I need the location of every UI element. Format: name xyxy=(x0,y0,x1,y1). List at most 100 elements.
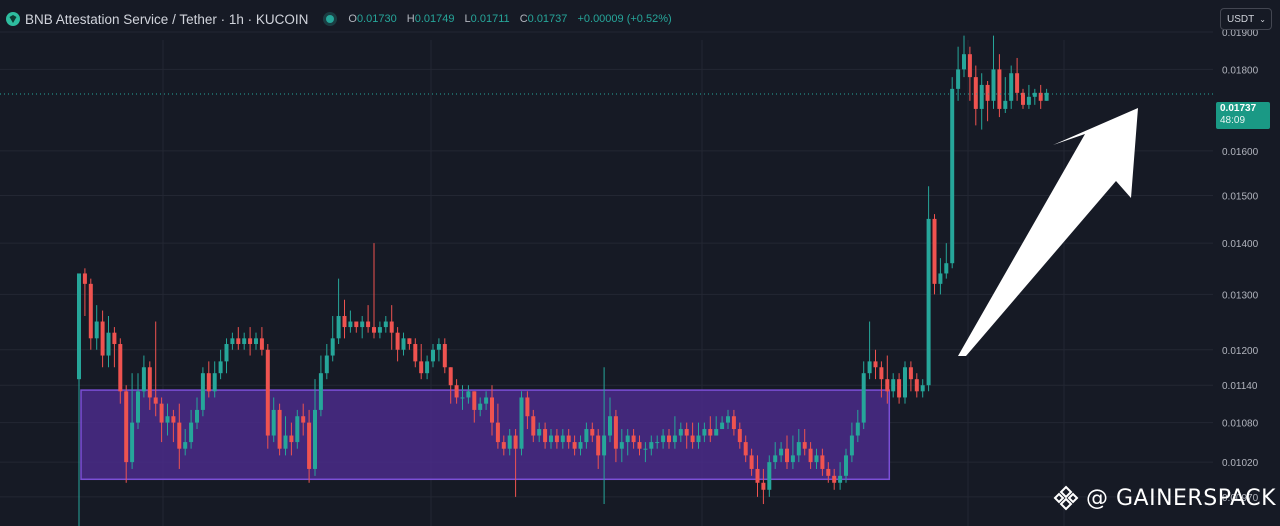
candle-body xyxy=(183,442,188,449)
candle-body xyxy=(726,416,730,423)
y-axis-tick-label: 0.01900 xyxy=(1222,28,1259,39)
candle-body xyxy=(454,385,459,398)
y-axis-labels: 0.01900 0.01800 0.01600 0.01500 0.01400 0.013… xyxy=(1222,28,1259,504)
candle-body xyxy=(200,373,205,410)
candle-body xyxy=(324,355,329,374)
candle-body xyxy=(796,442,801,456)
candle-body xyxy=(554,435,559,443)
candle-body xyxy=(826,468,831,476)
candle-body xyxy=(979,84,984,109)
candle-body xyxy=(696,435,701,443)
candle-body xyxy=(1003,100,1008,109)
candle-body xyxy=(790,455,795,463)
candle-body xyxy=(147,367,152,398)
candle-body xyxy=(631,435,636,443)
candle-body xyxy=(165,416,170,423)
candle-body xyxy=(100,321,105,356)
chart-header: BNB Attestation Service / Tether · 1h · … xyxy=(6,10,679,28)
current-price-tag: 0.01737 48:09 xyxy=(1216,102,1270,129)
coin-logo-icon xyxy=(6,12,20,26)
candle-body xyxy=(702,429,707,436)
candle-body xyxy=(242,338,247,345)
candle-body xyxy=(997,69,1002,109)
bar-countdown: 48:09 xyxy=(1220,115,1246,126)
candle-body xyxy=(265,349,270,436)
candle-body xyxy=(507,435,512,449)
candle-body xyxy=(425,361,430,374)
close-label: C xyxy=(519,13,528,25)
candle-body xyxy=(118,344,123,392)
candle-body xyxy=(844,455,848,476)
candle-body xyxy=(77,273,81,380)
candle-body xyxy=(749,455,754,469)
candle-body xyxy=(731,416,736,430)
candle-body xyxy=(938,273,943,284)
candle-body xyxy=(897,379,902,398)
candle-body xyxy=(248,338,253,345)
candle-body xyxy=(920,385,925,392)
candle-body xyxy=(195,409,199,423)
y-axis-tick-label: 0.01020 xyxy=(1222,458,1259,469)
candle-body xyxy=(112,332,117,345)
open-label: O xyxy=(348,13,357,25)
candle-body xyxy=(318,373,323,410)
candle-body xyxy=(460,397,465,399)
candle-body xyxy=(360,321,365,328)
candle-body xyxy=(513,435,518,449)
candle-body xyxy=(442,344,447,368)
candle-body xyxy=(838,475,843,483)
candle-body xyxy=(490,397,494,423)
candle-body xyxy=(708,429,713,436)
market-status-icon xyxy=(326,15,335,23)
candle-body xyxy=(82,273,87,284)
candle-body xyxy=(141,367,146,392)
candle-body xyxy=(1032,92,1037,97)
candle-body xyxy=(431,349,435,362)
candle-body xyxy=(224,344,229,362)
candle-body xyxy=(613,416,618,449)
candle-body xyxy=(313,409,317,469)
candle-body xyxy=(849,435,854,456)
candle-body xyxy=(932,218,937,284)
candle-body xyxy=(973,77,978,109)
candle-body xyxy=(808,448,813,463)
candle-body xyxy=(495,422,500,443)
current-price-value: 0.01737 xyxy=(1220,103,1257,114)
candle-body xyxy=(171,416,176,423)
currency-select-button[interactable]: USDT ⌄ xyxy=(1220,8,1272,30)
candle-body xyxy=(206,373,211,392)
candle-body xyxy=(1038,92,1043,101)
candle-body xyxy=(88,283,93,339)
watermark: @ GAINERSPACK xyxy=(1052,484,1276,512)
candle-body xyxy=(720,422,725,430)
candle-body xyxy=(649,442,654,449)
high-label: H xyxy=(406,13,415,25)
chevron-down-icon: ⌄ xyxy=(1259,14,1266,24)
binance-logo-icon xyxy=(1053,485,1079,511)
candle-body xyxy=(967,54,972,78)
candle-body xyxy=(377,327,382,333)
candle-body xyxy=(596,435,601,456)
candle-body xyxy=(254,338,258,345)
candle-body xyxy=(189,422,194,443)
candle-body xyxy=(602,435,607,456)
candle-body xyxy=(383,321,388,328)
candle-body xyxy=(873,361,878,368)
low-value: 0.01711 xyxy=(470,13,510,25)
candle-body xyxy=(372,327,376,333)
candle-body xyxy=(531,416,536,436)
candle-body xyxy=(914,379,919,392)
candle-body xyxy=(1021,92,1025,105)
y-axis-tick-label: 0.01500 xyxy=(1222,191,1259,202)
candle-body xyxy=(737,429,742,443)
y-axis-tick-label: 0.01080 xyxy=(1222,419,1259,430)
y-axis-tick-label: 0.01400 xyxy=(1222,239,1259,250)
candle-body xyxy=(672,435,677,443)
y-axis-tick-label: 0.01300 xyxy=(1222,290,1259,301)
candle-body xyxy=(643,448,648,450)
symbol-title[interactable]: BNB Attestation Service / Tether · 1h · … xyxy=(25,11,309,27)
candle-body xyxy=(572,442,577,449)
candle-body xyxy=(401,338,406,350)
candle-body xyxy=(230,338,235,345)
